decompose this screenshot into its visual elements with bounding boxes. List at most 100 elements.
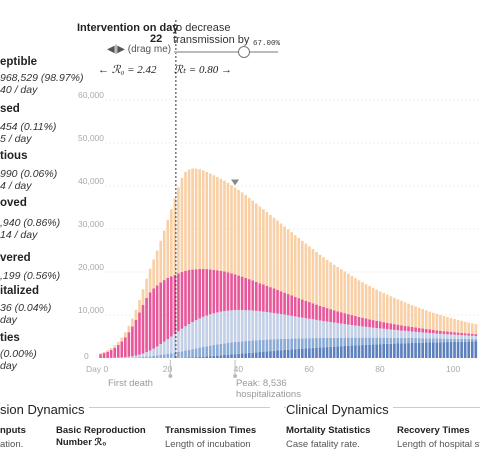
bar-exposed	[247, 197, 251, 280]
bar-hospitalized	[283, 338, 286, 350]
bar-dead	[219, 355, 223, 358]
bar-recovered	[304, 318, 308, 339]
bar-exposed	[258, 206, 262, 284]
intervention-title: Intervention on day	[77, 22, 179, 34]
bar-infectious	[194, 269, 198, 321]
bar-hospitalized	[297, 338, 301, 349]
bar-exposed	[428, 311, 432, 330]
bar-recovered	[254, 310, 258, 341]
bar-exposed	[159, 240, 163, 283]
bar-recovered	[332, 322, 336, 338]
transmission-dynamics-title: sion Dynamics	[0, 402, 89, 417]
bar-recovered	[315, 319, 318, 339]
bar-exposed	[223, 180, 226, 272]
bar-recovered	[272, 313, 276, 340]
bar-dead	[212, 355, 216, 358]
bar-infectious	[410, 327, 414, 332]
bar-exposed	[403, 302, 407, 326]
bar-hospitalized	[460, 338, 463, 342]
bar-exposed	[361, 282, 364, 318]
bar-exposed	[283, 226, 286, 293]
bar-exposed	[308, 246, 311, 303]
bar-infectious	[109, 349, 113, 358]
bar-hospitalized	[378, 337, 382, 345]
bar-infectious	[216, 270, 219, 313]
bar-dead	[237, 353, 240, 358]
bar-exposed	[442, 316, 446, 332]
bar-recovered	[145, 352, 148, 357]
bar-hospitalized	[244, 341, 247, 354]
bar-exposed	[173, 198, 177, 275]
bar-recovered	[325, 321, 329, 338]
bar-hospitalized	[205, 346, 209, 357]
bar-infectious	[290, 295, 294, 316]
transmission-slider-knob[interactable]	[237, 46, 250, 58]
bar-recovered	[318, 320, 322, 338]
bar-recovered	[470, 335, 474, 340]
intervention-day[interactable]: 22	[150, 33, 163, 45]
drag-icon: ◀|▶	[107, 44, 125, 55]
bar-recovered	[389, 329, 393, 338]
bar-infectious	[258, 283, 262, 312]
bar-recovered	[124, 357, 127, 358]
bar-dead	[403, 343, 407, 358]
bar-hospitalized	[350, 337, 354, 346]
bar-dead	[336, 346, 340, 358]
divider-left	[0, 407, 270, 408]
bar-exposed	[141, 289, 145, 305]
bar-hospitalized	[347, 337, 350, 346]
bar-infectious	[102, 353, 106, 359]
bar-dead	[325, 347, 329, 358]
bar-recovered	[244, 310, 247, 342]
drag-handle[interactable]: ◀|▶ (drag me)	[107, 44, 171, 55]
bar-dead	[233, 354, 237, 358]
bar-recovered	[205, 315, 209, 347]
bar-infectious	[201, 268, 205, 317]
bar-infectious	[428, 329, 432, 334]
bar-infectious	[332, 310, 336, 323]
transmission-value: 67.00%	[253, 40, 281, 48]
fatalities-rate: day	[0, 360, 17, 372]
basic-reproduction-title: Basic Reproduction	[56, 425, 146, 436]
bar-hospitalized	[141, 356, 145, 358]
bar-hospitalized	[148, 356, 152, 358]
bar-infectious	[127, 332, 131, 357]
bar-infectious	[131, 326, 134, 357]
bar-infectious	[311, 303, 315, 320]
bar-hospitalized	[382, 337, 386, 345]
bar-dead	[407, 343, 410, 358]
bar-hospitalized	[456, 338, 460, 342]
bar-exposed	[162, 230, 166, 281]
infectious-rate: 4 / day	[0, 180, 32, 192]
transmission-slider[interactable]	[174, 51, 278, 53]
bar-recovered	[322, 321, 325, 338]
bar-exposed	[311, 249, 315, 304]
bar-dead	[290, 349, 294, 358]
bar-recovered	[446, 334, 449, 339]
bar-dead	[198, 356, 201, 358]
bar-hospitalized	[152, 355, 155, 358]
bar-recovered	[187, 324, 191, 350]
bar-dead	[460, 341, 463, 358]
bar-infectious	[212, 269, 216, 314]
bar-infectious	[116, 344, 120, 358]
bar-exposed	[177, 187, 180, 274]
bar-exposed	[389, 296, 393, 324]
bar-recovered	[400, 330, 403, 338]
bar-dead	[361, 345, 364, 358]
bar-infectious	[361, 317, 364, 327]
bar-hospitalized	[145, 356, 148, 358]
bar-hospitalized	[230, 342, 233, 355]
bar-recovered	[354, 325, 357, 338]
infectious-count: 990 (0.06%)	[0, 168, 58, 180]
bar-exposed	[336, 267, 340, 312]
bar-recovered	[191, 322, 194, 350]
bar-dead	[446, 342, 449, 358]
bar-exposed	[325, 259, 329, 309]
bar-infectious	[230, 273, 233, 311]
bar-hospitalized	[322, 337, 325, 348]
bar-hospitalized	[198, 347, 201, 357]
bar-exposed	[424, 310, 428, 330]
bar-infectious	[138, 312, 141, 355]
bar-exposed	[145, 278, 148, 298]
